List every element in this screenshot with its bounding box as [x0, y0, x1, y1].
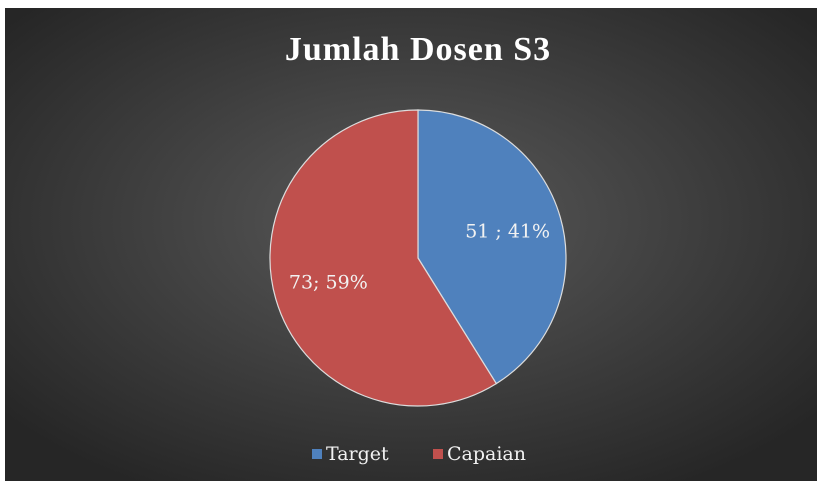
legend-swatch [312, 449, 322, 459]
pie-slice [417, 109, 567, 385]
pie-slice [269, 109, 498, 407]
data-label: 51 ; 41% [465, 220, 550, 242]
legend-label: Capaian [447, 443, 526, 465]
chart-title: Jumlah Dosen S3 [285, 31, 551, 68]
legend-label: Target [326, 443, 389, 465]
legend-swatch [433, 449, 443, 459]
data-label: 73; 59% [289, 272, 368, 294]
